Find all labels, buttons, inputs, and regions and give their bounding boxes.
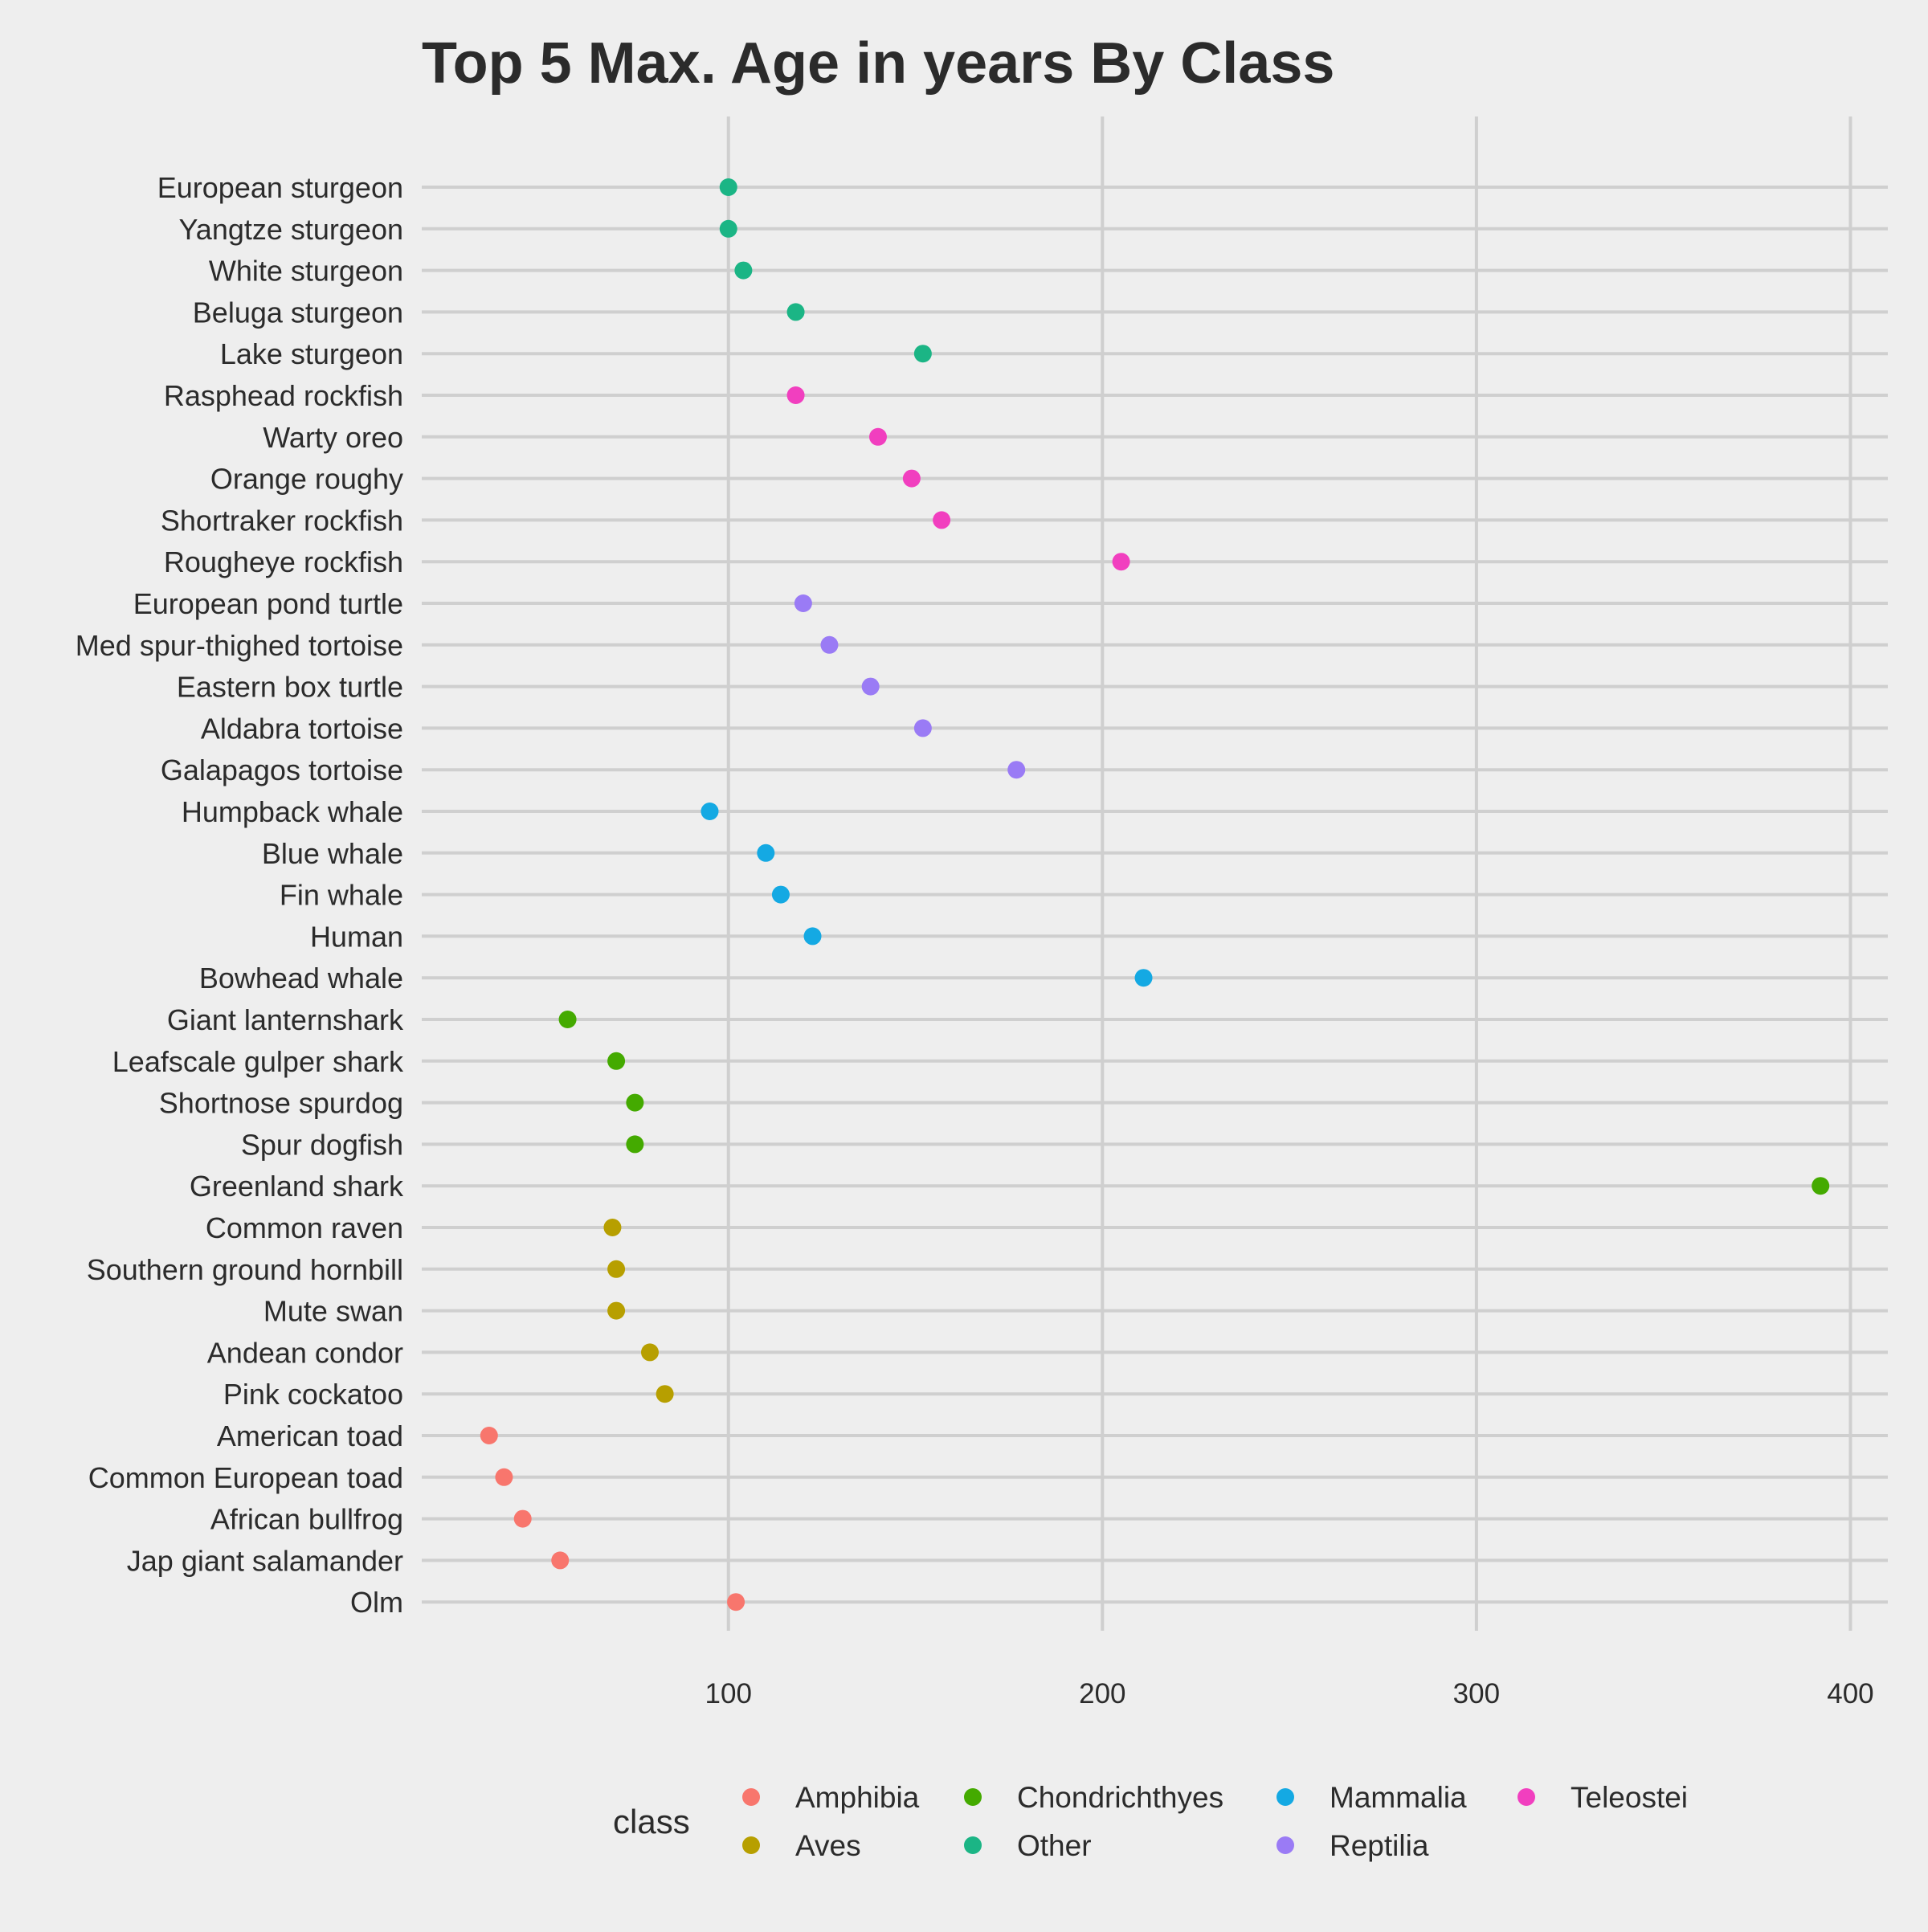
legend-label: Amphibia xyxy=(795,1781,920,1814)
legend-key xyxy=(1517,1788,1535,1806)
x-tick-label: 400 xyxy=(1827,1678,1873,1709)
data-point xyxy=(933,511,951,529)
data-point xyxy=(820,635,839,654)
y-tick-label: Med spur-thighed tortoise xyxy=(76,629,403,662)
y-tick-label: African bullfrog xyxy=(210,1503,403,1536)
data-point xyxy=(558,1011,577,1028)
grid xyxy=(422,116,1888,1631)
legend-label: Aves xyxy=(795,1829,861,1862)
y-tick-label: Olm xyxy=(350,1586,403,1619)
data-point xyxy=(719,219,737,238)
legend-label: Other xyxy=(1017,1829,1092,1862)
y-tick-label: Human xyxy=(310,920,403,953)
y-tick-label: White sturgeon xyxy=(209,255,403,288)
y-tick-label: Fin whale xyxy=(280,879,403,912)
y-axis-tick-labels: European sturgeon Yangtze sturgeon White s… xyxy=(76,171,404,1619)
data-point xyxy=(771,885,790,904)
data-point xyxy=(1134,969,1153,987)
y-tick-label: Orange roughy xyxy=(210,463,403,496)
data-point xyxy=(495,1468,513,1486)
legend-key xyxy=(964,1836,982,1854)
data-point xyxy=(719,178,737,196)
data-point xyxy=(607,1301,626,1320)
y-tick-label: Lake sturgeon xyxy=(220,337,403,370)
legend-key xyxy=(742,1836,760,1854)
legend-key xyxy=(964,1788,982,1806)
y-tick-label: Warty oreo xyxy=(263,421,403,454)
legend-label: Chondrichthyes xyxy=(1017,1781,1223,1814)
y-tick-label: Southern ground hornbill xyxy=(87,1253,403,1286)
data-point xyxy=(513,1509,532,1528)
data-point xyxy=(603,1219,622,1236)
y-tick-label: Eastern box turtle xyxy=(177,671,403,704)
data-point xyxy=(794,594,812,612)
legend-key xyxy=(1276,1836,1294,1854)
legend-key xyxy=(742,1788,760,1806)
y-tick-label: Aldabra tortoise xyxy=(201,712,403,745)
data-point xyxy=(701,803,719,820)
y-tick-label: Shortnose spurdog xyxy=(159,1087,403,1120)
y-tick-label: Jap giant salamander xyxy=(127,1544,403,1577)
legend-title: class xyxy=(613,1803,690,1840)
data-point xyxy=(656,1385,674,1403)
legend-label: Reptilia xyxy=(1330,1829,1429,1862)
data-point xyxy=(1812,1177,1830,1195)
data-point xyxy=(640,1343,659,1362)
legend-key xyxy=(1276,1788,1294,1806)
y-tick-label: Blue whale xyxy=(262,837,403,870)
data-point xyxy=(734,261,753,280)
y-tick-label: Yangtze sturgeon xyxy=(178,213,403,246)
data-point xyxy=(913,345,932,363)
y-tick-label: European sturgeon xyxy=(157,171,403,204)
y-tick-label: Giant lanternshark xyxy=(167,1003,404,1036)
y-tick-label: Greenland shark xyxy=(190,1170,404,1203)
x-tick-label: 300 xyxy=(1453,1678,1500,1709)
data-point xyxy=(480,1427,498,1444)
y-tick-label: Rasphead rockfish xyxy=(164,379,403,412)
y-tick-label: Rougheye rockfish xyxy=(164,545,403,578)
data-point xyxy=(607,1260,626,1278)
data-point xyxy=(861,677,880,696)
data-point xyxy=(868,427,887,446)
y-tick-label: Humpback whale xyxy=(182,795,403,828)
data-point xyxy=(1007,761,1026,779)
data-point xyxy=(786,303,805,321)
y-tick-label: Common European toad xyxy=(88,1461,403,1494)
x-axis-tick-labels: 100 200 300 400 xyxy=(705,1678,1874,1709)
data-point xyxy=(913,719,932,737)
data-point xyxy=(551,1551,570,1570)
data-point xyxy=(1112,553,1130,571)
y-tick-label: American toad xyxy=(217,1419,403,1452)
data-point xyxy=(803,927,822,946)
x-tick-label: 200 xyxy=(1079,1678,1125,1709)
y-tick-label: Andean condor xyxy=(207,1336,403,1369)
y-tick-label: Leafscale gulper shark xyxy=(112,1045,404,1078)
data-point xyxy=(786,386,805,404)
data-point xyxy=(902,469,921,488)
y-tick-label: Shortraker rockfish xyxy=(161,504,403,537)
legend: class Amphibia Aves Chondrichthyes Other Mam… xyxy=(613,1781,1688,1862)
y-tick-label: Galapagos tortoise xyxy=(161,754,403,786)
y-tick-label: Common raven xyxy=(206,1211,403,1244)
legend-label: Teleostei xyxy=(1571,1781,1688,1814)
y-tick-label: Spur dogfish xyxy=(241,1128,403,1161)
y-tick-label: Pink cockatoo xyxy=(223,1378,403,1411)
y-tick-label: European pond turtle xyxy=(133,587,403,620)
data-point xyxy=(607,1052,626,1070)
x-tick-label: 100 xyxy=(705,1678,752,1709)
data-point xyxy=(757,843,775,862)
data-point xyxy=(626,1093,644,1112)
y-tick-label: Mute swan xyxy=(263,1295,403,1328)
legend-label: Mammalia xyxy=(1330,1781,1467,1814)
chart-title: Top 5 Max. Age in years By Class xyxy=(422,31,1334,96)
data-points xyxy=(480,178,1830,1611)
y-tick-label: Bowhead whale xyxy=(199,962,403,995)
data-point xyxy=(727,1593,745,1611)
data-point xyxy=(626,1135,644,1154)
y-tick-label: Beluga sturgeon xyxy=(193,296,403,329)
